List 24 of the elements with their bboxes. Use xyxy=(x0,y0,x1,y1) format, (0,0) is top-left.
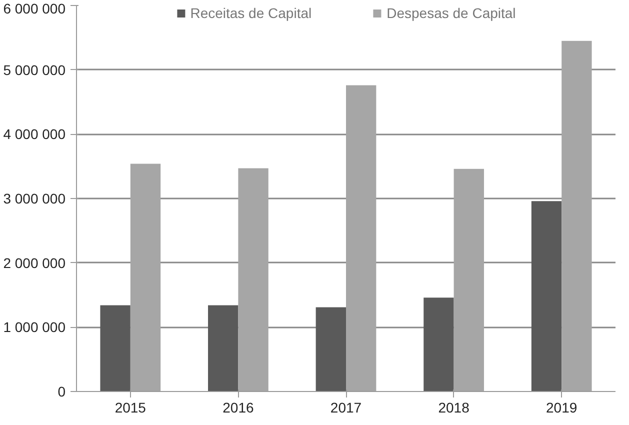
y-tick-label: 5 000 000 xyxy=(3,62,66,78)
bar xyxy=(100,305,130,392)
y-tick-label: 3 000 000 xyxy=(3,190,66,206)
bar xyxy=(531,201,562,392)
y-tick-label: 0 xyxy=(58,384,66,400)
bar xyxy=(424,298,454,392)
y-tick-label: 4 000 000 xyxy=(3,126,66,142)
bar xyxy=(208,305,238,392)
bar xyxy=(346,85,376,392)
bar xyxy=(238,168,268,392)
x-tick-label: 2018 xyxy=(438,400,470,416)
x-tick-label: 2019 xyxy=(546,400,578,416)
x-tick-label: 2017 xyxy=(330,400,362,416)
y-tick-label: 6 000 000 xyxy=(3,0,66,16)
y-tick-label: 2 000 000 xyxy=(3,254,66,271)
bar xyxy=(130,164,161,392)
legend-label: Despesas de Capital xyxy=(386,5,516,21)
bar xyxy=(454,168,484,392)
bar xyxy=(562,40,592,392)
x-tick-label: 2016 xyxy=(222,400,254,416)
y-tick-label: 1 000 000 xyxy=(3,319,66,336)
x-tick-label: 2015 xyxy=(114,400,146,416)
legend-label: Receitas de Capital xyxy=(190,5,312,21)
bar xyxy=(316,307,346,392)
